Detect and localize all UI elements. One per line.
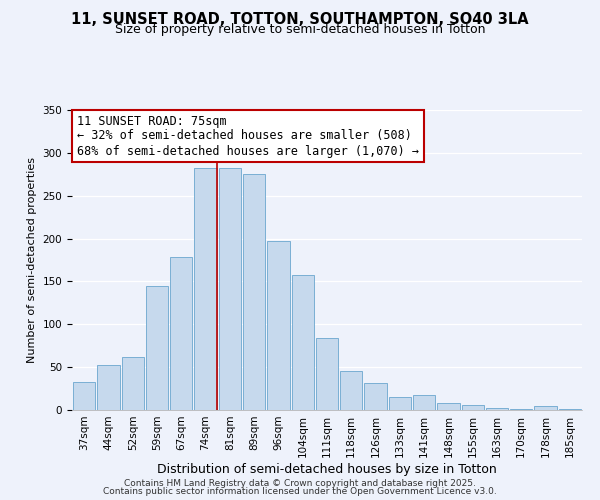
Bar bbox=[461, 405, 484, 410]
Bar bbox=[218, 168, 241, 410]
Text: Size of property relative to semi-detached houses in Totton: Size of property relative to semi-detach… bbox=[115, 22, 485, 36]
Y-axis label: Number of semi-detached properties: Number of semi-detached properties bbox=[27, 157, 37, 363]
Bar bbox=[389, 397, 411, 410]
Bar bbox=[97, 364, 119, 410]
Bar bbox=[559, 409, 581, 410]
Bar bbox=[364, 384, 387, 410]
Text: 11 SUNSET ROAD: 75sqm
← 32% of semi-detached houses are smaller (508)
68% of sem: 11 SUNSET ROAD: 75sqm ← 32% of semi-deta… bbox=[77, 114, 419, 158]
Bar bbox=[340, 370, 362, 410]
Bar bbox=[170, 258, 193, 410]
Bar bbox=[243, 174, 265, 410]
Bar bbox=[73, 382, 95, 410]
Bar bbox=[267, 241, 290, 410]
Bar bbox=[146, 286, 168, 410]
Bar bbox=[486, 408, 508, 410]
Text: 11, SUNSET ROAD, TOTTON, SOUTHAMPTON, SO40 3LA: 11, SUNSET ROAD, TOTTON, SOUTHAMPTON, SO… bbox=[71, 12, 529, 28]
Bar bbox=[535, 406, 557, 410]
Text: Contains public sector information licensed under the Open Government Licence v3: Contains public sector information licen… bbox=[103, 487, 497, 496]
Bar bbox=[413, 394, 436, 410]
Bar bbox=[437, 403, 460, 410]
Bar bbox=[194, 168, 217, 410]
Bar bbox=[292, 274, 314, 410]
Bar bbox=[122, 357, 144, 410]
Bar bbox=[316, 338, 338, 410]
Bar bbox=[510, 409, 532, 410]
Text: Contains HM Land Registry data © Crown copyright and database right 2025.: Contains HM Land Registry data © Crown c… bbox=[124, 478, 476, 488]
X-axis label: Distribution of semi-detached houses by size in Totton: Distribution of semi-detached houses by … bbox=[157, 462, 497, 475]
